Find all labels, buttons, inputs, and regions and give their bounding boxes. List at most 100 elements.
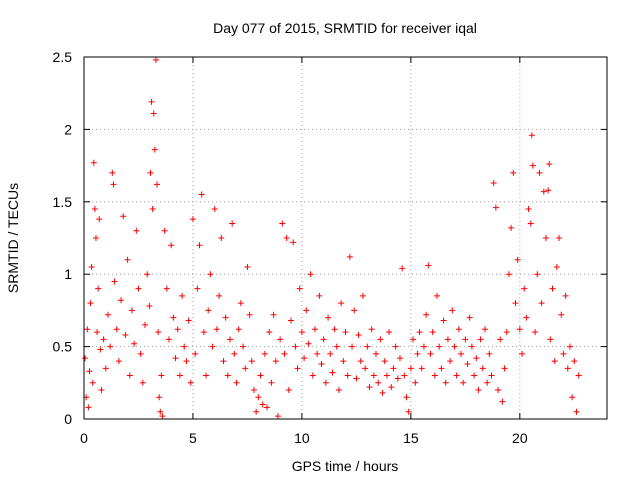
data-point — [183, 358, 190, 365]
data-point — [546, 161, 553, 168]
x-tick-label: 0 — [80, 430, 88, 446]
y-tick-label: 1.5 — [53, 194, 73, 210]
plot-frame — [83, 56, 608, 420]
data-point — [283, 235, 290, 241]
data-point — [414, 350, 421, 357]
data-point — [200, 329, 207, 336]
data-point — [353, 375, 360, 382]
data-point — [471, 372, 478, 379]
data-point — [290, 239, 297, 246]
data-point — [560, 350, 567, 357]
data-point — [571, 358, 578, 365]
data-point — [516, 326, 523, 333]
data-point — [325, 314, 332, 321]
data-point — [349, 343, 356, 350]
data-point — [460, 379, 467, 386]
data-point — [213, 326, 220, 333]
data-point — [508, 224, 515, 231]
data-point — [429, 329, 436, 336]
x-tick-label: 10 — [294, 430, 310, 446]
data-point — [163, 285, 170, 292]
data-point — [94, 329, 101, 336]
data-point — [211, 206, 218, 213]
data-point — [431, 372, 438, 379]
data-point — [268, 379, 275, 386]
data-point — [553, 263, 560, 270]
data-point — [475, 387, 482, 394]
data-point — [133, 227, 140, 234]
data-point — [510, 169, 517, 176]
data-point — [462, 336, 469, 343]
data-point — [296, 285, 303, 292]
data-point — [148, 98, 155, 105]
data-point — [301, 355, 308, 362]
data-point — [357, 358, 364, 365]
data-point — [464, 360, 471, 367]
x-tick-label: 15 — [403, 430, 419, 446]
data-point — [479, 365, 486, 372]
data-point — [410, 336, 417, 343]
data-point — [181, 343, 188, 350]
data-point — [368, 326, 375, 333]
data-point — [569, 394, 576, 401]
chart-title: Day 077 of 2015, SRMTID for receiver iqa… — [213, 20, 477, 36]
data-point — [523, 314, 530, 321]
data-point — [165, 336, 172, 343]
data-point — [501, 365, 508, 372]
axis-ticks — [83, 56, 607, 420]
data-point — [486, 350, 493, 357]
data-point — [514, 256, 521, 263]
data-point — [381, 358, 388, 365]
data-point — [205, 307, 212, 314]
data-point — [375, 379, 382, 386]
data-point — [92, 235, 99, 241]
y-tick-label: 2 — [64, 121, 72, 137]
data-point — [359, 292, 366, 299]
data-point — [240, 343, 247, 350]
data-point — [270, 311, 277, 318]
data-point — [253, 408, 260, 415]
data-point — [104, 311, 111, 318]
data-point — [231, 350, 238, 357]
data-point — [434, 292, 441, 299]
tick-labels: 0 5 10 15 20 0 0.5 1 1.5 2 2.5 — [53, 49, 528, 446]
data-point — [468, 343, 475, 350]
data-point — [320, 336, 327, 343]
data-point — [281, 350, 288, 357]
data-point — [144, 271, 151, 278]
x-tick-label: 5 — [189, 430, 197, 446]
data-point — [244, 263, 251, 270]
data-point — [259, 401, 266, 408]
data-point — [373, 350, 380, 357]
data-point — [158, 372, 165, 379]
data-point — [110, 181, 117, 188]
data-point — [194, 285, 201, 292]
data-point — [351, 307, 358, 314]
data-point — [227, 336, 234, 343]
data-point — [187, 379, 194, 386]
data-point — [179, 292, 186, 299]
data-point — [120, 213, 127, 220]
data-point — [573, 408, 580, 415]
data-point — [542, 235, 549, 241]
data-point — [564, 365, 571, 372]
data-point — [390, 365, 397, 372]
data-point — [497, 336, 504, 343]
data-point — [261, 350, 268, 357]
data-point — [305, 340, 312, 347]
data-point — [196, 242, 203, 249]
data-point — [294, 365, 301, 372]
data-point — [457, 350, 464, 357]
data-point — [519, 350, 526, 357]
data-point — [503, 329, 510, 336]
data-point — [547, 336, 554, 343]
data-point — [277, 336, 284, 343]
y-tick-label: 0.5 — [53, 339, 73, 355]
data-point — [255, 394, 262, 401]
data-point — [128, 307, 135, 314]
data-point — [89, 379, 96, 386]
data-point — [466, 314, 473, 321]
data-point — [109, 169, 116, 176]
data-point — [490, 179, 497, 186]
